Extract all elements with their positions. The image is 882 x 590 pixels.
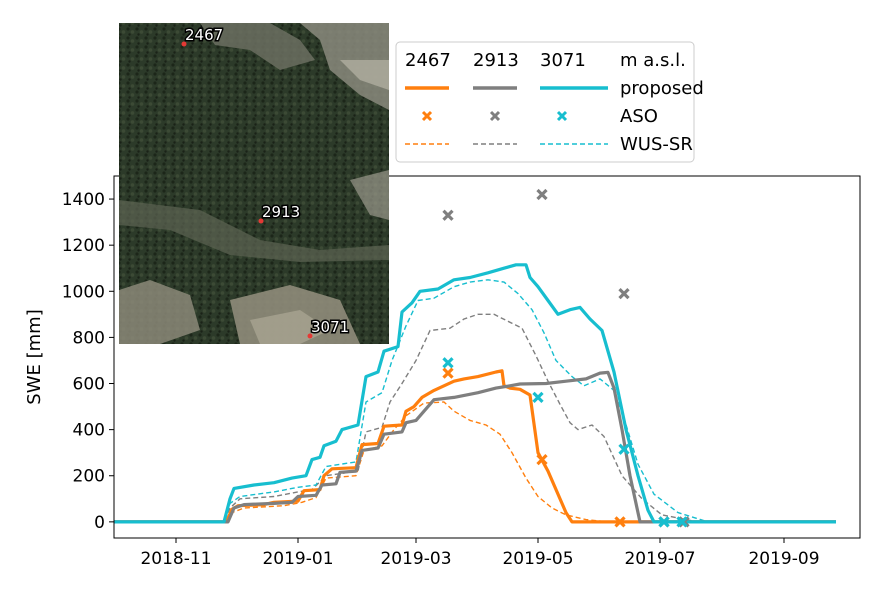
y-tick-label: 0 xyxy=(94,513,105,533)
aso-marker-3071 xyxy=(618,443,630,455)
site-2467-label: 2467 xyxy=(185,26,223,44)
aso-marker-2913 xyxy=(618,287,630,300)
aso-marker-2913 xyxy=(442,209,454,221)
legend-box xyxy=(395,41,695,163)
legend-header-2467: 2467 xyxy=(405,50,451,71)
y-tick-label: 1200 xyxy=(62,236,105,256)
x-tick-label: 2019-05 xyxy=(502,549,573,569)
y-axis: 0 200 400 600 800 1000 1200 1400 xyxy=(62,190,114,533)
x-tick-label: 2019-09 xyxy=(748,549,819,569)
legend-header-unit: m a.s.l. xyxy=(620,50,686,71)
legend-aso-3071 xyxy=(556,110,568,122)
wus-sr-line-3071 xyxy=(114,279,836,523)
site-3071-marker xyxy=(307,333,313,339)
y-tick-label: 1000 xyxy=(62,282,105,302)
axes-frame xyxy=(113,175,861,539)
aso-marker-2467 xyxy=(536,453,548,466)
x-tick-label: 2018-11 xyxy=(140,549,211,569)
y-tick-label: 200 xyxy=(73,467,105,487)
aso-marker-2913 xyxy=(536,188,548,201)
proposed-line-3071 xyxy=(114,263,836,524)
aso-marker-3071 xyxy=(658,516,670,528)
x-tick-label: 2019-07 xyxy=(624,549,695,569)
y-tick-label: 800 xyxy=(73,328,105,348)
aso-marker-2467 xyxy=(442,367,454,379)
proposed-line-2913 xyxy=(114,370,836,524)
legend-label-aso: ASO xyxy=(620,106,658,127)
y-tick-label: 600 xyxy=(73,375,105,395)
satellite-inset: 2467 2913 3071 xyxy=(119,23,389,344)
legend-aso-2467 xyxy=(421,110,433,122)
site-2467-marker xyxy=(181,41,187,47)
site-3071-label: 3071 xyxy=(311,318,349,336)
wus-sr-line-2467 xyxy=(114,401,836,523)
aso-marker-3071 xyxy=(442,357,454,369)
legend-aso-2913 xyxy=(489,110,501,122)
y-tick-label: 400 xyxy=(73,421,105,441)
aso-marker-3071 xyxy=(532,391,544,403)
y-tick-label: 1400 xyxy=(62,190,105,210)
legend-label-wus-sr: WUS-SR xyxy=(620,134,693,155)
site-2913-label: 2913 xyxy=(262,203,300,221)
aso-marker-3071 xyxy=(676,516,688,528)
x-tick-label: 2019-03 xyxy=(380,549,451,569)
proposed-series-group xyxy=(114,263,836,524)
x-tick-label: 2019-01 xyxy=(262,549,333,569)
y-axis-label: SWE [mm] xyxy=(24,309,45,404)
aso-markers-group xyxy=(442,188,690,528)
site-2913-marker xyxy=(258,218,264,224)
legend-header-2913: 2913 xyxy=(473,50,519,71)
x-axis: 2018-11 2019-01 2019-03 2019-05 2019-07 2019-… xyxy=(140,538,820,569)
legend: 2467 2913 3071 m a.s.l. proposed ASO WUS… xyxy=(395,41,704,163)
aso-marker-2467 xyxy=(614,516,626,528)
legend-label-proposed: proposed xyxy=(620,78,704,99)
legend-header-3071: 3071 xyxy=(540,50,586,71)
